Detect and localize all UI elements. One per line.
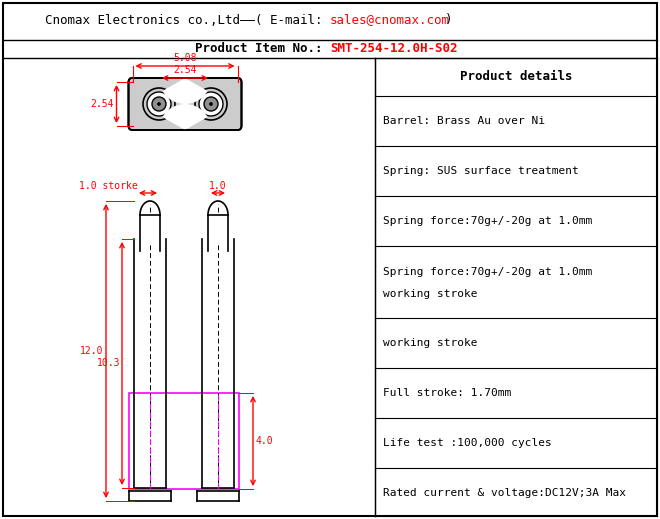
- Text: ): ): [445, 13, 453, 26]
- Text: Spring: SUS surface treatment: Spring: SUS surface treatment: [383, 166, 579, 176]
- Circle shape: [152, 97, 166, 111]
- Text: 4.0: 4.0: [256, 436, 274, 446]
- Circle shape: [195, 88, 227, 120]
- Wedge shape: [162, 104, 207, 130]
- Circle shape: [199, 92, 223, 116]
- Text: Product details: Product details: [460, 71, 572, 84]
- Wedge shape: [162, 78, 207, 104]
- Text: SMT-254-12.0H-S02: SMT-254-12.0H-S02: [330, 43, 457, 56]
- Circle shape: [209, 102, 213, 105]
- Text: 1.0: 1.0: [209, 181, 227, 191]
- Text: Cnomax Electronics co.,Ltd——( E-mail:: Cnomax Electronics co.,Ltd——( E-mail:: [45, 13, 330, 26]
- Bar: [129, 393, 239, 489]
- Text: Rated current & voltage:DC12V;3A Max: Rated current & voltage:DC12V;3A Max: [383, 488, 626, 499]
- Text: 1.0 storke: 1.0 storke: [79, 181, 138, 191]
- Text: 12.0: 12.0: [79, 346, 103, 356]
- Text: Spring force:70g+/-20g at 1.0mm: Spring force:70g+/-20g at 1.0mm: [383, 267, 592, 277]
- Circle shape: [147, 92, 171, 116]
- FancyBboxPatch shape: [129, 78, 242, 130]
- Text: Product Item No.:: Product Item No.:: [195, 43, 330, 56]
- Text: Full stroke: 1.70mm: Full stroke: 1.70mm: [383, 388, 512, 398]
- Text: 2.54: 2.54: [90, 99, 114, 109]
- Circle shape: [158, 102, 160, 105]
- Text: working stroke: working stroke: [383, 338, 477, 348]
- Text: 5.08: 5.08: [173, 53, 197, 63]
- Circle shape: [143, 88, 175, 120]
- Text: Barrel: Brass Au over Ni: Barrel: Brass Au over Ni: [383, 116, 545, 126]
- Text: 2.54: 2.54: [173, 65, 197, 75]
- Text: sales@cnomax.com: sales@cnomax.com: [330, 13, 450, 26]
- Text: Life test :100,000 cycles: Life test :100,000 cycles: [383, 438, 552, 448]
- Text: Spring force:70g+/-20g at 1.0mm: Spring force:70g+/-20g at 1.0mm: [383, 216, 592, 226]
- Text: working stroke: working stroke: [383, 289, 477, 299]
- Text: 10.3: 10.3: [96, 359, 120, 368]
- Circle shape: [204, 97, 218, 111]
